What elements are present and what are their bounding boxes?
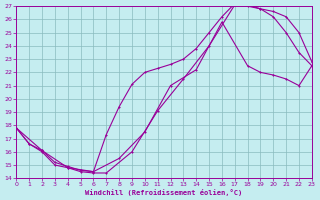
X-axis label: Windchill (Refroidissement éolien,°C): Windchill (Refroidissement éolien,°C)	[85, 189, 243, 196]
